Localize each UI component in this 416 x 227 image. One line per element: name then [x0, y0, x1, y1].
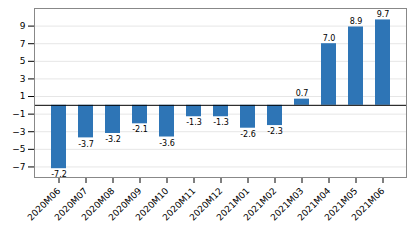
svg-text:7.0: 7.0 [323, 34, 336, 43]
svg-text:5: 5 [20, 56, 26, 66]
svg-text:9.7: 9.7 [377, 10, 390, 19]
svg-text:-1.3: -1.3 [213, 118, 229, 127]
svg-text:-3.6: -3.6 [159, 139, 175, 148]
svg-text:2020M07: 2020M07 [52, 185, 90, 223]
svg-text:-2.1: -2.1 [132, 125, 148, 134]
svg-text:9: 9 [20, 21, 26, 31]
svg-text:2020M06: 2020M06 [25, 185, 63, 223]
svg-text:1: 1 [20, 91, 26, 101]
svg-text:2021M06: 2021M06 [350, 186, 387, 223]
svg-text:-2.6: -2.6 [240, 130, 256, 139]
svg-text:−1: −1 [12, 109, 25, 119]
svg-text:2020M09: 2020M09 [106, 185, 144, 223]
svg-text:2020M12: 2020M12 [187, 185, 225, 223]
svg-text:7: 7 [20, 39, 26, 49]
svg-text:2021M04: 2021M04 [295, 185, 333, 223]
svg-text:−5: −5 [12, 144, 25, 154]
svg-text:-3.2: -3.2 [105, 135, 121, 144]
svg-text:-1.3: -1.3 [186, 118, 202, 127]
svg-text:-3.7: -3.7 [78, 140, 94, 149]
svg-text:3: 3 [20, 74, 26, 84]
svg-text:-2.3: -2.3 [267, 127, 283, 136]
svg-text:2021M02: 2021M02 [241, 185, 279, 223]
svg-text:2020M10: 2020M10 [133, 185, 171, 223]
svg-text:8.9: 8.9 [350, 17, 363, 26]
svg-text:2021M05: 2021M05 [322, 185, 360, 223]
svg-text:-7.2: -7.2 [51, 170, 67, 179]
svg-text:2021M01: 2021M01 [214, 185, 252, 223]
svg-text:2020M08: 2020M08 [79, 185, 117, 223]
svg-text:2020M11: 2020M11 [160, 185, 198, 223]
svg-text:−3: −3 [12, 127, 25, 137]
svg-text:0.7: 0.7 [296, 89, 309, 98]
svg-text:−7: −7 [12, 162, 25, 172]
svg-text:2021M03: 2021M03 [268, 185, 306, 223]
